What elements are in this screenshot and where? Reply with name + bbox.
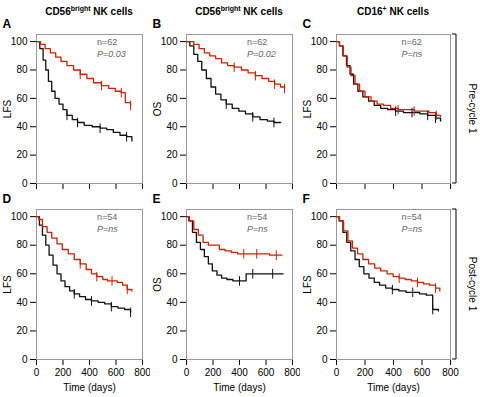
svg-text:Post-cycle 1: Post-cycle 1 [467,257,478,312]
svg-text:100: 100 [311,211,328,222]
svg-text:600: 600 [414,367,431,378]
svg-text:80: 80 [166,64,178,75]
svg-text:20: 20 [16,149,28,160]
svg-text:0: 0 [22,354,28,365]
svg-text:20: 20 [166,325,178,336]
svg-text:n=62: n=62 [247,37,267,47]
svg-text:P=ns: P=ns [97,224,118,234]
svg-text:100: 100 [311,36,328,47]
svg-text:0: 0 [22,178,28,189]
svg-text:0: 0 [334,367,340,378]
svg-text:40: 40 [16,121,28,132]
svg-text:600: 600 [108,367,125,378]
svg-text:60: 60 [166,93,178,104]
svg-text:P=ns: P=ns [247,224,268,234]
svg-text:C: C [303,18,312,31]
svg-text:E: E [153,193,161,206]
svg-text:P=ns: P=ns [401,49,422,59]
svg-text:80: 80 [16,64,28,75]
svg-text:100: 100 [161,36,178,47]
svg-text:80: 80 [16,239,28,250]
svg-text:B: B [153,18,162,31]
svg-text:60: 60 [16,93,28,104]
svg-text:Time (days): Time (days) [213,382,265,393]
svg-text:n=54: n=54 [247,212,267,222]
svg-text:40: 40 [16,297,28,308]
svg-text:F: F [303,193,310,206]
svg-text:P=ns: P=ns [401,224,422,234]
svg-text:LFS: LFS [302,100,313,119]
svg-text:0: 0 [34,367,40,378]
svg-text:800: 800 [134,367,150,378]
svg-text:400: 400 [81,367,98,378]
svg-text:40: 40 [166,297,178,308]
svg-text:0: 0 [322,178,328,189]
svg-text:OS: OS [152,277,163,292]
svg-text:100: 100 [161,211,178,222]
svg-text:200: 200 [205,367,222,378]
svg-text:200: 200 [55,367,72,378]
svg-text:40: 40 [316,121,328,132]
svg-text:600: 600 [258,367,275,378]
svg-text:n=62: n=62 [401,37,421,47]
svg-text:n=62: n=62 [97,37,117,47]
html-text:CD16+NK cells: CD16+NK cells [357,5,429,18]
svg-text:800: 800 [442,367,459,378]
svg-text:200: 200 [357,367,374,378]
svg-text:60: 60 [16,268,28,279]
svg-text:n=54: n=54 [401,212,421,222]
svg-text:80: 80 [166,239,178,250]
svg-text:40: 40 [166,121,178,132]
svg-text:100: 100 [11,211,28,222]
svg-text:20: 20 [166,149,178,160]
svg-text:400: 400 [231,367,248,378]
svg-text:LFS: LFS [2,275,13,294]
html-text:CD56brightNK cells: CD56brightNK cells [45,5,133,18]
svg-text:OS: OS [152,101,163,116]
svg-text:Time (days): Time (days) [367,382,419,393]
svg-text:800: 800 [284,367,300,378]
svg-text:P=0.02: P=0.02 [247,49,276,59]
svg-text:60: 60 [316,268,328,279]
svg-text:20: 20 [16,325,28,336]
svg-text:100: 100 [11,36,28,47]
svg-text:0: 0 [184,367,190,378]
svg-text:20: 20 [316,149,328,160]
svg-text:A: A [3,18,12,31]
svg-text:0: 0 [172,354,178,365]
svg-text:0: 0 [172,178,178,189]
svg-text:D: D [3,193,12,206]
svg-text:400: 400 [385,367,402,378]
svg-text:60: 60 [316,93,328,104]
svg-text:Time (days): Time (days) [63,382,115,393]
svg-text:Pre-cycle 1: Pre-cycle 1 [467,83,478,133]
html-text:CD56brightNK cells: CD56brightNK cells [195,5,283,18]
svg-text:n=54: n=54 [97,212,117,222]
svg-text:20: 20 [316,325,328,336]
svg-text:40: 40 [316,297,328,308]
svg-text:0: 0 [322,354,328,365]
svg-text:80: 80 [316,239,328,250]
svg-text:LFS: LFS [2,100,13,119]
svg-text:80: 80 [316,64,328,75]
svg-text:LFS: LFS [302,275,313,294]
svg-text:60: 60 [166,268,178,279]
svg-text:P=0.03: P=0.03 [97,49,126,59]
